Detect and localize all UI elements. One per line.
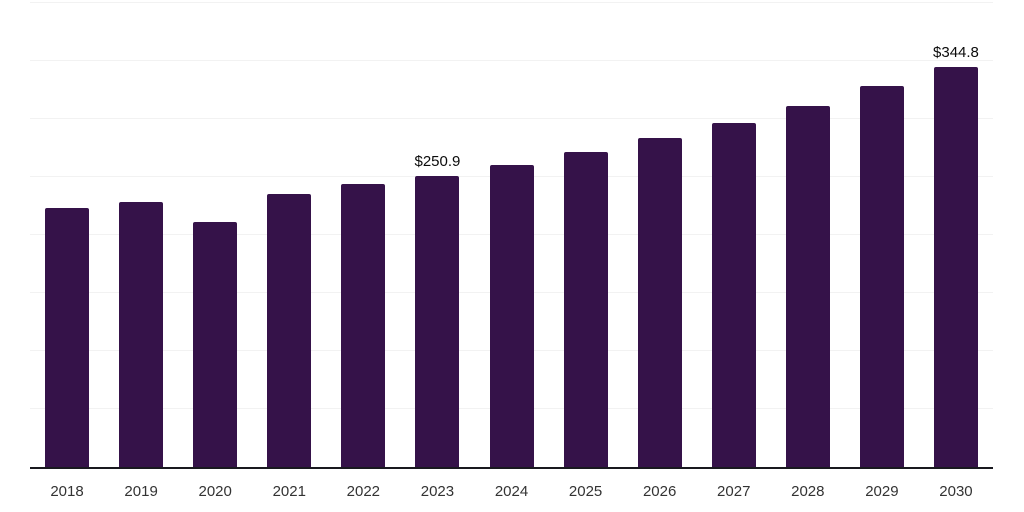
bar-slot-2024 xyxy=(474,3,548,467)
bar-slot-2026 xyxy=(623,3,697,467)
bar-slot-2029 xyxy=(845,3,919,467)
x-tick-label-2029: 2029 xyxy=(865,483,899,500)
gridline-400 xyxy=(30,2,993,3)
x-tick-label-2022: 2022 xyxy=(346,483,381,500)
x-tick-label-2020: 2020 xyxy=(198,483,232,500)
bar-2028 xyxy=(785,106,830,467)
x-tick-label-2026: 2026 xyxy=(642,483,677,500)
bar-slot-2019 xyxy=(104,3,178,467)
x-tick-label-2019: 2019 xyxy=(124,483,158,500)
x-tick-label-2024: 2024 xyxy=(494,483,529,500)
bar-value-label-2023: $250.9 xyxy=(414,152,461,170)
plot-area: $250.9 $344.8 xyxy=(30,2,993,469)
x-tick-label-2023: 2023 xyxy=(420,483,455,500)
bars-row: $250.9 $344.8 xyxy=(30,3,993,467)
bar-2023 xyxy=(415,175,460,467)
gridline-350 xyxy=(30,60,993,61)
bar-slot-2018 xyxy=(30,3,104,467)
x-tick-label-2027: 2027 xyxy=(717,483,751,500)
bar-2025 xyxy=(563,152,608,467)
x-axis: 2018 2019 2020 2021 2022 2023 2024 2025 2026 2027… xyxy=(30,482,993,502)
x-tick-label-2030: 2030 xyxy=(939,483,973,500)
bar-2018 xyxy=(45,208,90,467)
x-tick-label-2018: 2018 xyxy=(50,483,84,500)
bar-2029 xyxy=(859,86,904,467)
bar-2020 xyxy=(193,221,238,467)
bar-2022 xyxy=(341,184,386,467)
bar-slot-2020 xyxy=(178,3,252,467)
x-tick-label-2025: 2025 xyxy=(568,483,603,500)
bar-2027 xyxy=(711,123,756,467)
bar-slot-2022 xyxy=(326,3,400,467)
x-tick-label-2028: 2028 xyxy=(791,483,825,500)
x-tick-label-2021: 2021 xyxy=(272,483,306,500)
bar-slot-2027 xyxy=(697,3,771,467)
bar-value-label-2030: $344.8 xyxy=(933,44,979,62)
bar-2024 xyxy=(489,164,534,467)
bar-2019 xyxy=(119,201,164,467)
bar-2030 xyxy=(933,67,978,467)
bar-slot-2025 xyxy=(549,3,623,467)
gridline-300 xyxy=(30,118,993,119)
bar-2021 xyxy=(267,193,312,467)
bar-slot-2021 xyxy=(252,3,326,467)
bar-slot-2023: $250.9 xyxy=(400,3,474,467)
bar-slot-2028 xyxy=(771,3,845,467)
bar-slot-2030: $344.8 xyxy=(919,3,993,467)
bar-2026 xyxy=(637,137,682,467)
